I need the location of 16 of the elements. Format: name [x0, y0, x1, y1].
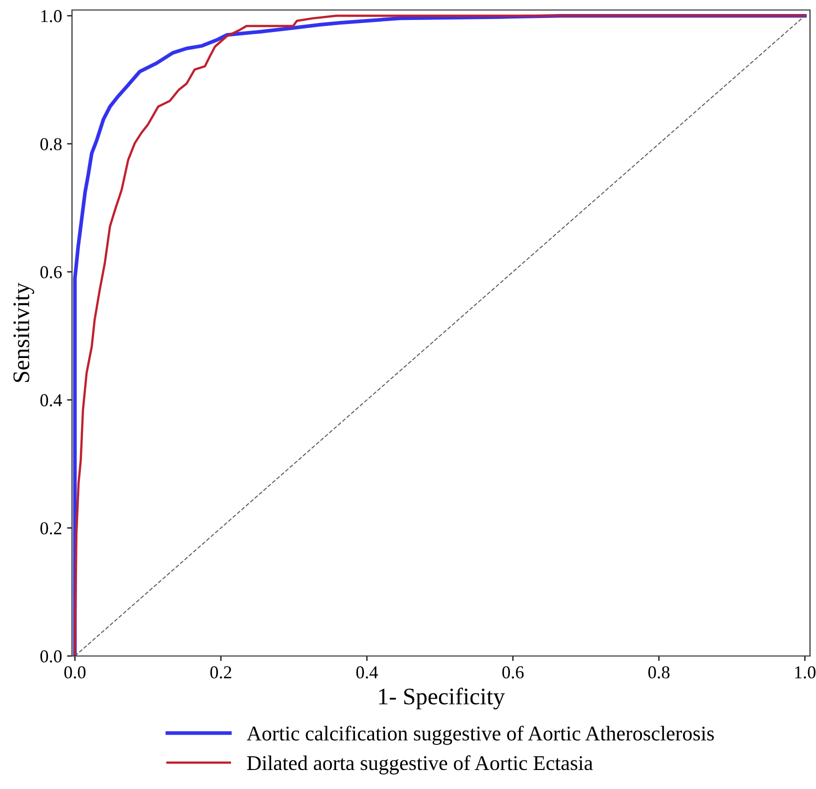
x-tick-label: 1.0: [795, 666, 816, 679]
x-tick-label: 0.0: [64, 666, 86, 679]
x-tick-label: 0.2: [210, 666, 232, 679]
x-tick-label: 0.8: [648, 666, 670, 679]
y-tick-label: 0.6: [40, 266, 62, 278]
y-tick-label: 0.8: [40, 138, 62, 150]
x-tick-label: 0.4: [356, 666, 378, 679]
y-tick-label: 1.0: [41, 10, 62, 22]
y-tick-label: 0.2: [40, 522, 62, 534]
y-tick-label: 0.0: [40, 650, 62, 663]
x-axis-title: 1- Specificity: [379, 688, 505, 710]
legend-label: Aortic calcification suggestive of Aortic Atherosclerosis: [246, 726, 714, 745]
legend-label: Dilated aorta suggestive of Aortic Ectasia: [247, 755, 593, 774]
y-tick-label: 0.4: [40, 394, 62, 406]
x-tick-label: 0.6: [502, 666, 524, 679]
y-axis-title: Sensitivity: [13, 282, 34, 382]
